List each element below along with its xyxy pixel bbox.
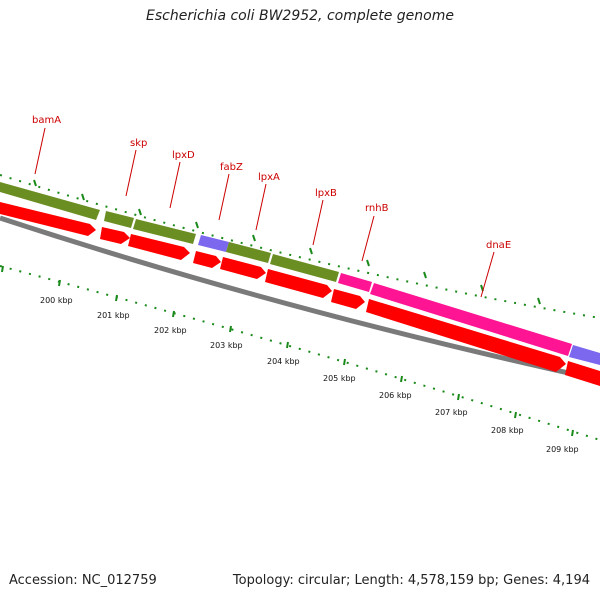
accession-text: Accession: NC_012759 xyxy=(9,573,157,588)
genome-summary-text: Topology: circular; Length: 4,578,159 bp… xyxy=(232,573,590,588)
cds-track xyxy=(0,202,600,386)
cds-skp xyxy=(100,227,130,244)
gene-lpxA-feature xyxy=(226,242,271,263)
cds-rnhB xyxy=(331,289,365,309)
gene-lpxD-feature xyxy=(133,219,196,244)
scale-label: 209 kbp xyxy=(546,445,579,454)
cds-next xyxy=(565,361,600,386)
inner-tick-band xyxy=(0,265,600,441)
cds-fabZ xyxy=(193,251,221,268)
scale-label: 203 kbp xyxy=(210,341,243,350)
gene-label-lpxD: lpxD xyxy=(172,150,195,161)
gene-fabZ-feature xyxy=(198,235,229,252)
gene-rnhB-feature xyxy=(338,273,372,292)
gene-label-lpxB: lpxB xyxy=(315,188,337,199)
gene-label-fabZ: fabZ xyxy=(220,162,243,173)
gene-next-feature xyxy=(569,345,600,365)
gene-label-skp: skp xyxy=(130,138,147,149)
map-title: Escherichia coli BW2952, complete genome xyxy=(146,8,454,24)
outer-major-ticks xyxy=(33,179,541,305)
cds-dnaE xyxy=(366,299,566,372)
gene-track xyxy=(0,182,600,365)
scale-label: 206 kbp xyxy=(379,391,412,400)
cds-bamA xyxy=(0,202,96,236)
scale-label: 202 kbp xyxy=(154,326,187,335)
scale-label: 205 kbp xyxy=(323,374,356,383)
gene-dnaE-feature xyxy=(370,283,572,356)
scale-label: 204 kbp xyxy=(267,357,300,366)
gene-label-lpxA: lpxA xyxy=(258,172,280,183)
genome-backbone xyxy=(0,215,600,383)
outer-tick-band xyxy=(0,174,600,319)
gene-label-bamA: bamA xyxy=(32,115,61,126)
cds-lpxD xyxy=(128,234,190,260)
gene-label-dnaE: dnaE xyxy=(486,240,511,251)
inner-major-ticks xyxy=(1,265,574,437)
label-leaders xyxy=(34,127,495,298)
gene-bamA-feature xyxy=(0,182,100,220)
scale-label: 200 kbp xyxy=(40,296,73,305)
scale-label: 208 kbp xyxy=(491,426,524,435)
gene-lpxB-feature xyxy=(270,254,339,282)
scale-label: 201 kbp xyxy=(97,311,130,320)
gene-label-rnhB: rnhB xyxy=(365,203,389,214)
cds-lpxB xyxy=(265,269,332,298)
scale-label: 207 kbp xyxy=(435,408,468,417)
gene-skp-feature xyxy=(104,211,134,228)
cds-lpxA xyxy=(220,257,266,279)
